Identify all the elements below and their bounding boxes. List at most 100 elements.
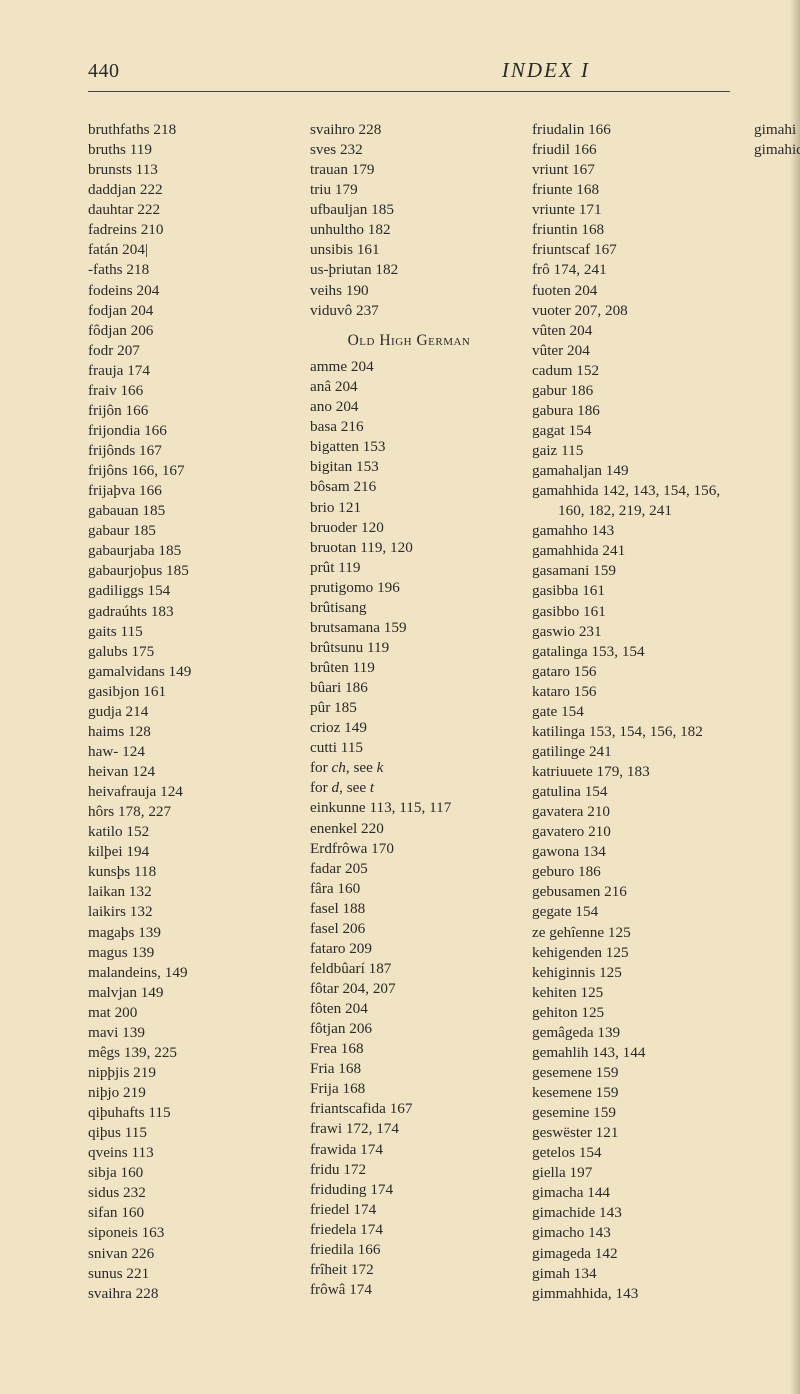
index-entry: gate 154 xyxy=(532,702,730,722)
index-entry: frô 174, 241 xyxy=(532,260,730,280)
index-entry: sunus 221 xyxy=(88,1264,286,1284)
index-entry: malvjan 149 xyxy=(88,983,286,1003)
index-entry: malandeins, 149 xyxy=(88,963,286,983)
index-entry: fodjan 204 xyxy=(88,301,286,321)
index-entry: enenkel 220 xyxy=(310,819,508,839)
index-entry: laikan 132 xyxy=(88,882,286,902)
index-entry: bruths 119 xyxy=(88,140,286,160)
index-entry: fôdjan 206 xyxy=(88,321,286,341)
index-entry: fâra 160 xyxy=(310,879,508,899)
index-entry: friudil 166 xyxy=(532,140,730,160)
index-entry: gemahlih 143, 144 xyxy=(532,1043,730,1063)
index-entry: friudalin 166 xyxy=(532,120,730,140)
index-entry: snivan 226 xyxy=(88,1244,286,1264)
index-entry: triu 179 xyxy=(310,180,508,200)
index-columns: bruthfaths 218bruths 119brunsts 113daddj… xyxy=(88,120,730,1320)
index-entry: gamahhida 241 xyxy=(532,541,730,561)
index-entry: gavatera 210 xyxy=(532,802,730,822)
index-entry: fodr 207 xyxy=(88,341,286,361)
index-entry: heivafrauja 124 xyxy=(88,782,286,802)
index-entry: brûten 119 xyxy=(310,658,508,678)
index-entry: bigitan 153 xyxy=(310,457,508,477)
index-entry: Erdfrôwa 170 xyxy=(310,839,508,859)
index-entry: magus 139 xyxy=(88,943,286,963)
index-entry: brûtsunu 119 xyxy=(310,638,508,658)
index-entry: Frea 168 xyxy=(310,1039,508,1059)
index-entry: heivan 124 xyxy=(88,762,286,782)
index-entry: us-þriutan 182 xyxy=(310,260,508,280)
index-entry: gasibjon 161 xyxy=(88,682,286,702)
index-entry: kataro 156 xyxy=(532,682,730,702)
index-entry: brio 121 xyxy=(310,498,508,518)
index-entry: mat 200 xyxy=(88,1003,286,1023)
index-entry: prutigomo 196 xyxy=(310,578,508,598)
index-entry: ufbauljan 185 xyxy=(310,200,508,220)
header-rule xyxy=(88,91,730,92)
index-entry: bruotan 119, 120 xyxy=(310,538,508,558)
index-entry: haims 128 xyxy=(88,722,286,742)
index-entry: gadiliggs 154 xyxy=(88,581,286,601)
index-entry: vriunt 167 xyxy=(532,160,730,180)
index-entry: frôwâ 174 xyxy=(310,1280,508,1300)
index-entry: sifan 160 xyxy=(88,1203,286,1223)
index-entry: gabaur 185 xyxy=(88,521,286,541)
index-entry: brutsamana 159 xyxy=(310,618,508,638)
index-entry: gamalvidans 149 xyxy=(88,662,286,682)
index-entry: gaswio 231 xyxy=(532,622,730,642)
index-entry: fôtjan 206 xyxy=(310,1019,508,1039)
index-entry: gagat 154 xyxy=(532,421,730,441)
index-entry: qiþuhafts 115 xyxy=(88,1103,286,1123)
index-entry: amme 204 xyxy=(310,357,508,377)
index-entry: katilo 152 xyxy=(88,822,286,842)
index-entry: svaihro 228 xyxy=(310,120,508,140)
index-entry: -faths 218 xyxy=(88,260,286,280)
index-entry: mêgs 139, 225 xyxy=(88,1043,286,1063)
index-entry: katriuuete 179, 183 xyxy=(532,762,730,782)
index-entry: fasel 206 xyxy=(310,919,508,939)
index-entry: hôrs 178, 227 xyxy=(88,802,286,822)
index-entry: veihs 190 xyxy=(310,281,508,301)
index-entry: fadar 205 xyxy=(310,859,508,879)
index-entry: nipþjis 219 xyxy=(88,1063,286,1083)
index-entry: gabauan 185 xyxy=(88,501,286,521)
index-entry: frijôns 166, 167 xyxy=(88,461,286,481)
index-entry: gebusamen 216 xyxy=(532,882,730,902)
index-entry: frawida 174 xyxy=(310,1140,508,1160)
index-entry: sidus 232 xyxy=(88,1183,286,1203)
index-entry: fodeins 204 xyxy=(88,281,286,301)
index-entry: einkunne 113, 115, 117 xyxy=(310,798,508,818)
index-entry: fuoten 204 xyxy=(532,281,730,301)
index-entry: fasel 188 xyxy=(310,899,508,919)
index-entry: qiþus 115 xyxy=(88,1123,286,1143)
index-entry: fatán 204| xyxy=(88,240,286,260)
index-entry: fôtar 204, 207 xyxy=(310,979,508,999)
index-entry: gatilinge 241 xyxy=(532,742,730,762)
index-entry: qveins 113 xyxy=(88,1143,286,1163)
index-entry: for ch, see k xyxy=(310,758,508,778)
index-entry: svaihra 228 xyxy=(88,1284,286,1304)
index-entry: getelos 154 xyxy=(532,1143,730,1163)
index-entry: brunsts 113 xyxy=(88,160,286,180)
index-entry: frijônds 167 xyxy=(88,441,286,461)
index-entry: gamahhida 142, 143, 154, 156, 160, 182, … xyxy=(532,481,730,521)
index-entry: gavatero 210 xyxy=(532,822,730,842)
index-entry: viduvô 237 xyxy=(310,301,508,321)
index-entry: gabaurjaba 185 xyxy=(88,541,286,561)
index-entry: prût 119 xyxy=(310,558,508,578)
index-entry: gasamani 159 xyxy=(532,561,730,581)
index-entry: Frija 168 xyxy=(310,1079,508,1099)
index-entry: gegate 154 xyxy=(532,902,730,922)
index-entry: kesemene 159 xyxy=(532,1083,730,1103)
index-entry: gawona 134 xyxy=(532,842,730,862)
index-entry: frauja 174 xyxy=(88,361,286,381)
index-entry: gaits 115 xyxy=(88,622,286,642)
index-entry: bruoder 120 xyxy=(310,518,508,538)
index-entry: brûtisang xyxy=(310,598,508,618)
index-entry: kilþei 194 xyxy=(88,842,286,862)
index-entry: kehiginnis 125 xyxy=(532,963,730,983)
index-entry: frijondia 166 xyxy=(88,421,286,441)
index-entry: vriunte 171 xyxy=(532,200,730,220)
index-entry: haw- 124 xyxy=(88,742,286,762)
index-entry: pûr 185 xyxy=(310,698,508,718)
section-heading-old-high-german: Old High German xyxy=(310,331,508,351)
